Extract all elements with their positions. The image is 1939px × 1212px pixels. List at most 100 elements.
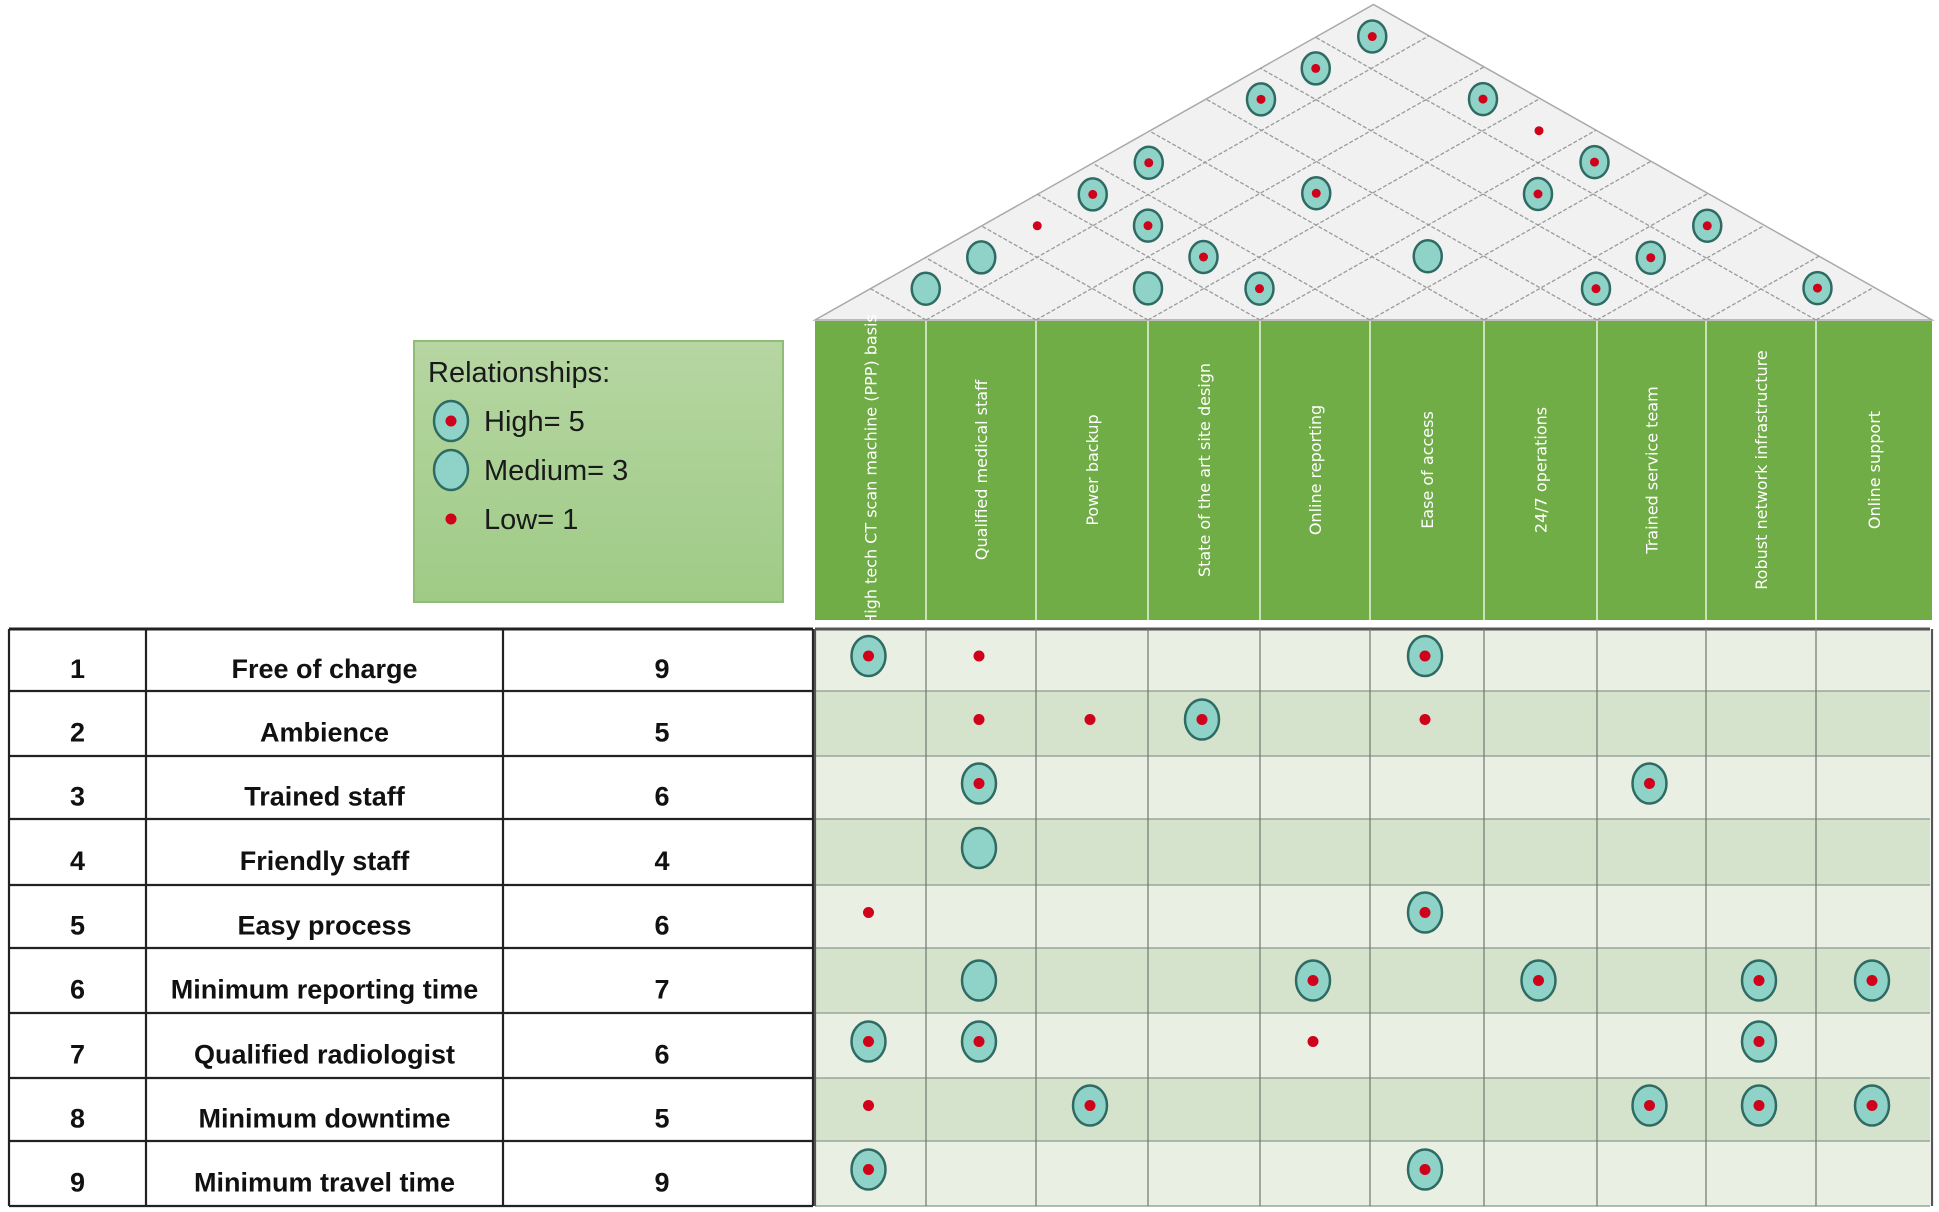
low-relationship-icon [445, 513, 457, 525]
high-relationship-dot [1644, 778, 1655, 789]
column-header-label: Trained service team [1643, 386, 1662, 554]
table-row: 8 Minimum downtime 5 [9, 1078, 1930, 1141]
roof-correlation [1635, 240, 1666, 275]
row-number: 6 [70, 975, 85, 1005]
medium-relationship-icon [1412, 239, 1443, 274]
matrix-row-background [815, 629, 1930, 691]
column-header-label: Ease of access [1418, 411, 1437, 529]
high-relationship-dot [1866, 975, 1878, 986]
column-header: Robust network infrastructure [1705, 321, 1771, 620]
high-relationship-dot [1143, 221, 1153, 231]
column-header: Ease of access [1369, 321, 1437, 620]
table-grid [7, 627, 1934, 1208]
high-relationship-dot [1419, 1164, 1431, 1175]
relationship-cell [1520, 959, 1557, 1002]
relationship-cell [973, 650, 985, 662]
high-relationship-dot [1307, 975, 1319, 986]
customer-need: Minimum travel time [194, 1168, 455, 1198]
matrix-row-background [815, 819, 1930, 885]
roof-grid-line [870, 288, 927, 321]
relationship-cell [1406, 634, 1444, 678]
high-relationship-dot [973, 778, 985, 789]
row-background [9, 1078, 813, 1141]
high-relationship-dot [1646, 253, 1656, 263]
high-relationship-dot [1199, 252, 1208, 262]
roof-grid-line [1705, 255, 1820, 321]
roof-grid-line [1205, 98, 1598, 321]
roof-correlation [1802, 270, 1833, 306]
table-row: 5 Easy process 6 [9, 885, 1930, 948]
importance-rating: 6 [654, 782, 669, 812]
relationship-cell [1419, 714, 1431, 725]
high-relationship-dot [1533, 189, 1543, 199]
medium-relationship-icon [960, 826, 998, 870]
roof-correlation [1188, 239, 1219, 275]
high-relationship-dot [1644, 1100, 1655, 1111]
medium-relationship-icon [432, 448, 470, 492]
high-relationship-dot [863, 1164, 874, 1175]
relationship-cell [1406, 1148, 1444, 1191]
customer-need: Friendly staff [240, 846, 411, 876]
medium-relationship-icon [1132, 271, 1164, 306]
legend-label: Low= 1 [484, 504, 578, 536]
importance-rating: 6 [654, 1040, 669, 1070]
roof-correlation [1133, 145, 1164, 181]
roof-grid-line [925, 257, 1037, 321]
high-relationship-dot [1702, 221, 1712, 231]
customer-need: Qualified radiologist [194, 1040, 455, 1070]
high-relationship-dot [1367, 32, 1377, 42]
row-number: 1 [70, 654, 85, 684]
row-number: 4 [70, 846, 85, 876]
importance-rating: 6 [654, 911, 669, 941]
relationship-cell [1853, 959, 1891, 1002]
relationship-cell [1406, 891, 1444, 934]
high-relationship-dot [1590, 157, 1599, 167]
high-relationship-dot [1866, 1100, 1878, 1111]
legend-title: Relationships: [428, 357, 610, 389]
relationship-cell [973, 714, 985, 725]
requirements-table: 1 Free of charge 9 2 Ambience 5 3 Trained staff… [9, 629, 1930, 1206]
roof-grid-line [1596, 224, 1765, 321]
row-background [9, 691, 813, 756]
high-relationship-dot [1088, 189, 1098, 199]
column-header: High tech CT scan machine (PPP) basis [862, 314, 881, 626]
low-relationship-icon [1534, 126, 1544, 136]
roof-correlation [1132, 208, 1164, 243]
roof-correlation [1580, 271, 1612, 306]
relationship-cell [1071, 1084, 1109, 1127]
high-relationship-dot [863, 1036, 874, 1047]
row-background [9, 1141, 813, 1206]
roof-grid-line [981, 225, 1149, 321]
roof-correlation [1534, 126, 1544, 136]
column-header: Online reporting [1259, 321, 1325, 620]
table-row: 3 Trained staff 6 [9, 756, 1930, 819]
row-number: 5 [70, 911, 85, 941]
high-relationship-dot [863, 650, 874, 662]
table-row: 6 Minimum reporting time 7 [9, 948, 1930, 1013]
importance-rating: 4 [654, 846, 669, 876]
roof-grid-line [925, 35, 1430, 321]
roof-grid-line [1147, 97, 1541, 321]
roof-correlation [1467, 81, 1499, 117]
roof-correlation [1301, 176, 1332, 211]
relationship-cell [1084, 714, 1096, 725]
roof-correlation [910, 271, 941, 307]
high-relationship-dot [445, 415, 457, 427]
high-relationship-dot [1256, 94, 1266, 104]
roof-grid-line [1483, 192, 1709, 321]
column-header-label: Qualified medical staff [972, 379, 991, 560]
column-header: State of the art site design [1147, 321, 1214, 620]
table-row: 2 Ambience 5 [9, 691, 1930, 756]
roof-grid-line [1815, 286, 1875, 321]
high-relationship-dot [1419, 650, 1431, 662]
relationship-cell [863, 1100, 874, 1111]
matrix-row-background [815, 885, 1930, 948]
relationship-cell [850, 634, 887, 678]
correlation-roof [812, 3, 1935, 321]
roof-grid-line [1260, 67, 1707, 321]
importance-rating: 5 [654, 718, 669, 748]
relationship-cell [960, 959, 998, 1002]
high-relationship-dot [1753, 1036, 1765, 1047]
high-relationship-dot [1255, 284, 1264, 294]
